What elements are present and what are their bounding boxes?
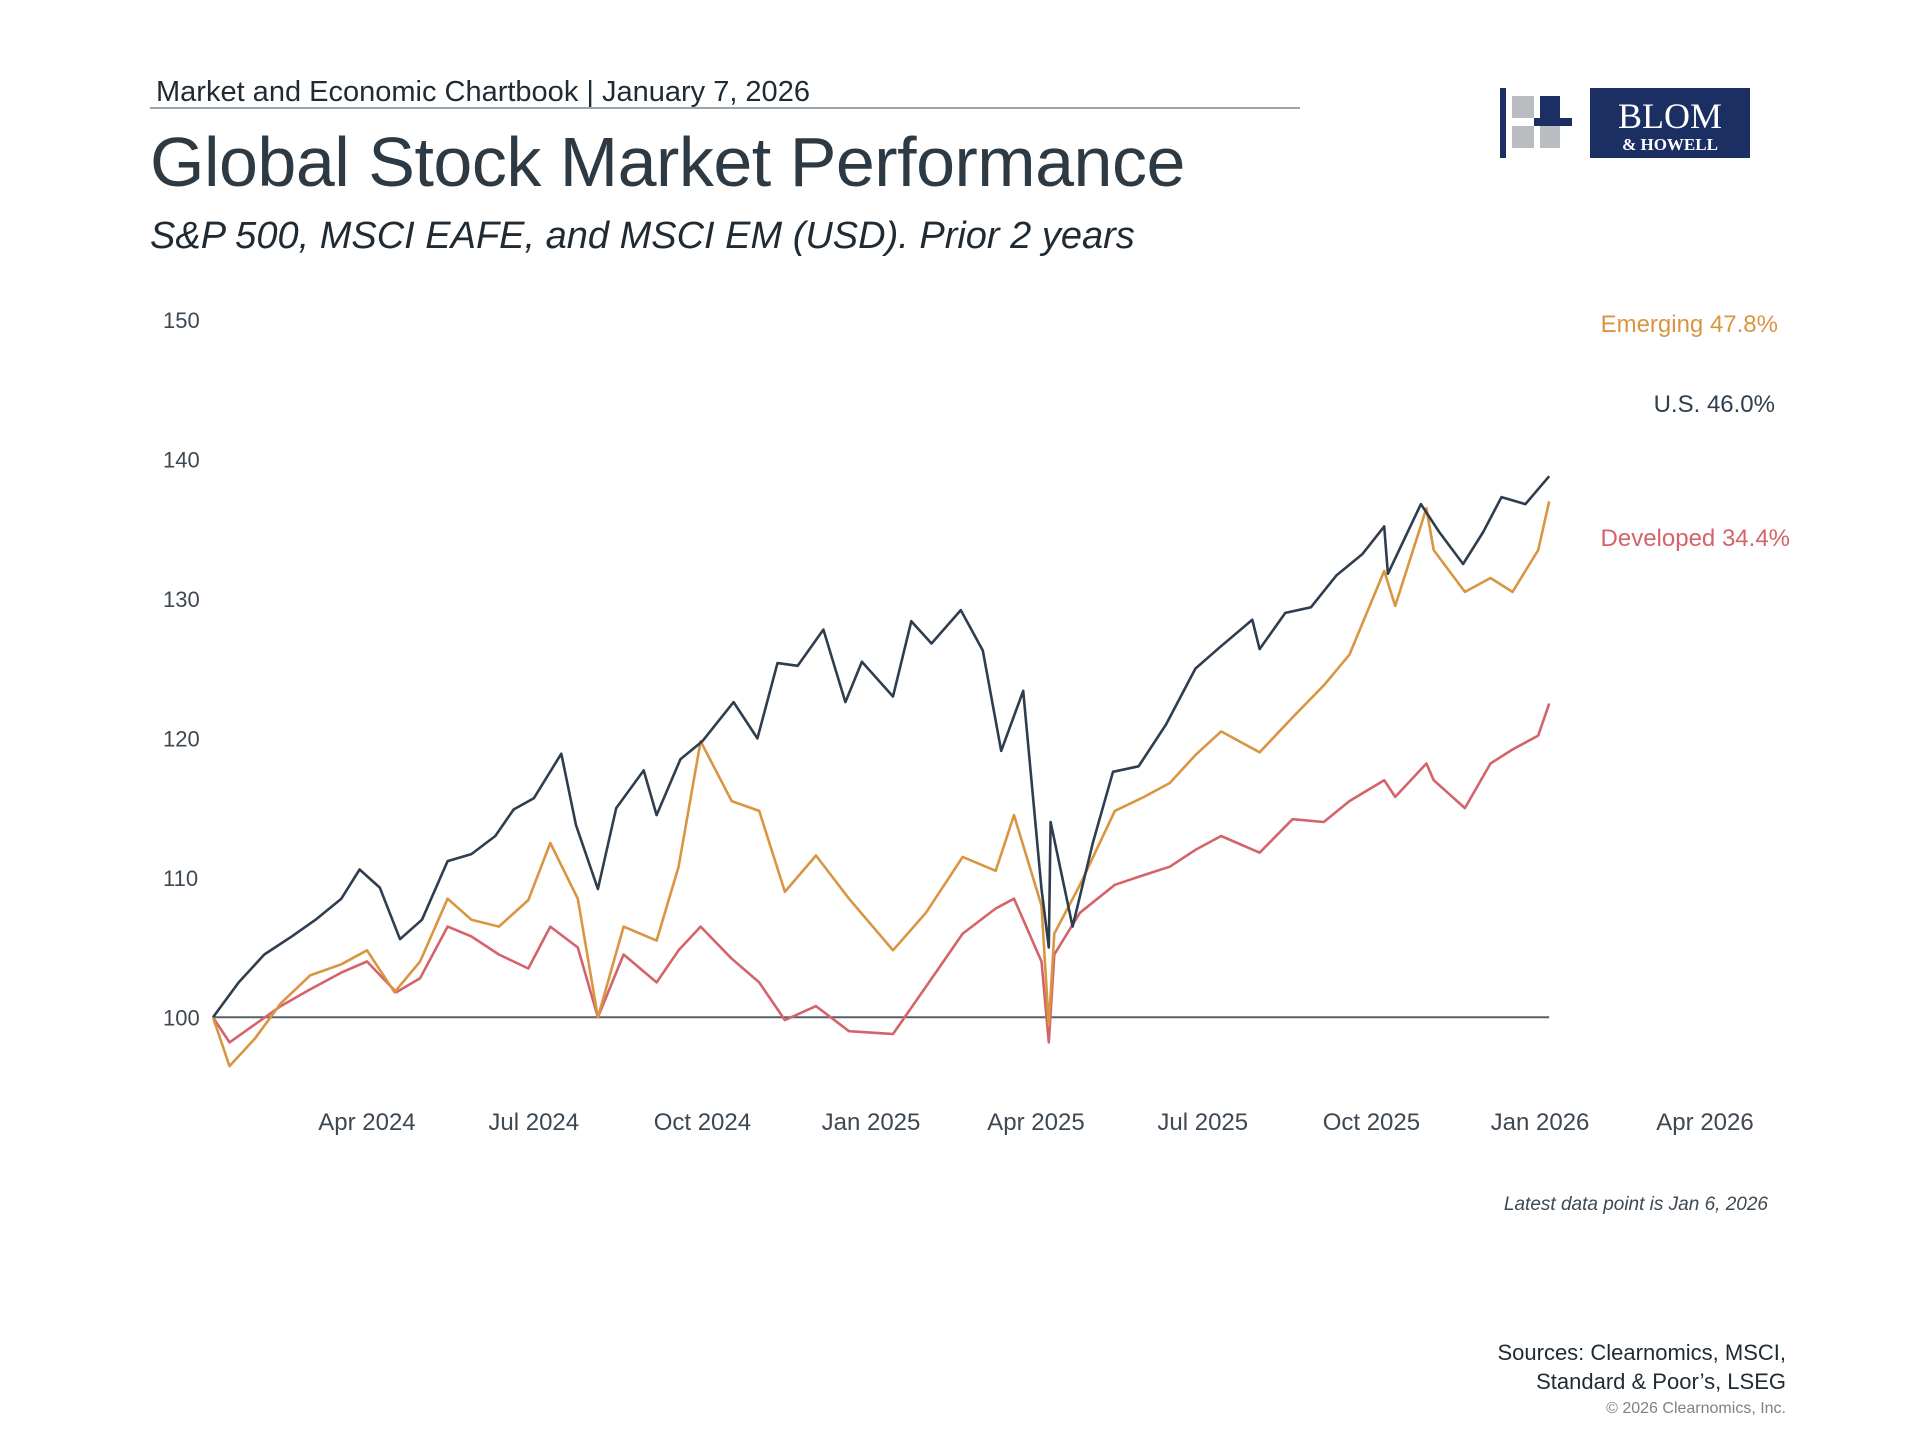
sources-note: Sources: Clearnomics, MSCI, Standard & P… [1497,1338,1786,1396]
header-divider [150,107,1300,109]
y-tick-label: 100 [163,1005,200,1030]
x-tick-label: Apr 2024 [318,1109,415,1136]
series-label-emerging: Emerging 47.8% [1601,311,1778,338]
series-label-us: U.S. 46.0% [1654,391,1775,418]
page-title: Global Stock Market Performance [150,123,1185,201]
x-tick-label: Jan 2026 [1491,1109,1590,1136]
logo-text-bottom: & HOWELL [1622,135,1718,154]
company-logo: BLOM & HOWELL [1500,88,1750,158]
x-tick-label: Apr 2026 [1656,1109,1753,1136]
x-tick-label: Oct 2025 [1323,1109,1420,1136]
y-tick-label: 120 [163,726,200,751]
series-label-developed: Developed 34.4% [1601,525,1790,552]
chartbook-header: Market and Economic Chartbook | January … [156,76,810,108]
sources-line-1: Sources: Clearnomics, MSCI, [1497,1340,1786,1365]
x-tick-label: Jul 2024 [488,1109,579,1136]
copyright: © 2026 Clearnomics, Inc. [1606,1400,1786,1417]
y-tick-label: 140 [163,447,200,472]
x-tick-label: Apr 2025 [987,1109,1084,1136]
latest-data-note: Latest data point is Jan 6, 2026 [1503,1194,1768,1215]
y-tick-label: 130 [163,587,200,612]
page-subtitle: S&P 500, MSCI EAFE, and MSCI EM (USD). P… [150,215,1135,257]
y-tick-label: 150 [163,308,200,333]
logo-bar-icon [1500,88,1506,158]
sources-line-2: Standard & Poor’s, LSEG [1536,1369,1786,1394]
x-tick-label: Oct 2024 [654,1109,751,1136]
series-line-emerging [211,501,1551,1068]
series-line-developed [211,703,1551,1044]
x-tick-label: Jan 2025 [822,1109,921,1136]
x-tick-label: Jul 2025 [1157,1109,1248,1136]
series-line-us [211,475,1551,1019]
y-tick-label: 110 [163,866,198,891]
logo-text-top: BLOM [1618,96,1722,136]
